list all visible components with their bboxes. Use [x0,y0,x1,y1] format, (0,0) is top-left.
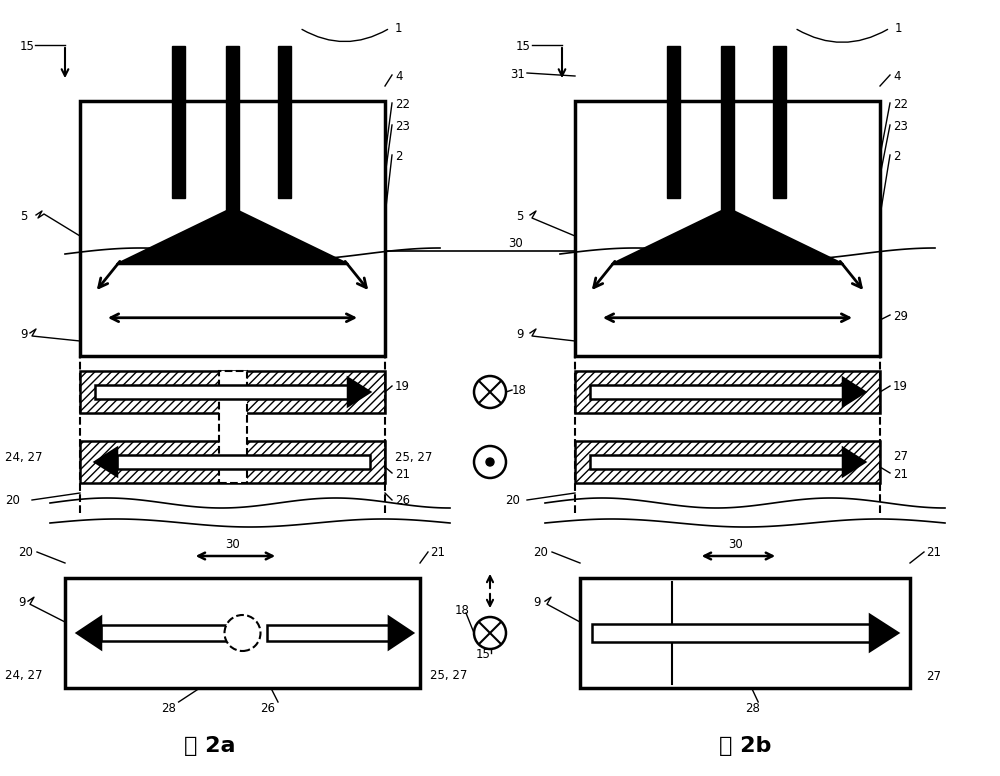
Circle shape [224,615,260,651]
Polygon shape [117,208,348,264]
Text: 2: 2 [893,150,900,162]
Text: 23: 23 [395,120,410,133]
Bar [575,441,880,483]
Text: 22: 22 [893,98,908,110]
Polygon shape [348,378,370,406]
Polygon shape [843,378,865,406]
Text: 30: 30 [728,538,743,550]
Text: 15: 15 [516,40,531,53]
Bar [95,385,348,399]
Text: 21: 21 [395,467,410,480]
Text: 15: 15 [20,40,35,53]
Text: 21: 21 [430,546,445,559]
Polygon shape [870,615,898,651]
Text: 26: 26 [260,702,275,715]
Text: 27: 27 [893,451,908,463]
Bar [580,578,910,688]
Circle shape [474,617,506,649]
Text: 19: 19 [893,380,908,393]
Bar [80,441,385,483]
Text: 28: 28 [745,702,760,715]
Text: 22: 22 [395,98,410,110]
Text: 30: 30 [508,237,523,250]
Text: 图 2b: 图 2b [719,736,771,756]
Bar [666,46,680,198]
Text: 20: 20 [18,546,33,559]
Bar [278,46,291,198]
Text: 20: 20 [533,546,548,559]
Text: 26: 26 [395,494,410,508]
Bar [80,371,385,413]
Bar [172,46,184,198]
Text: 5: 5 [516,210,523,223]
Polygon shape [843,448,865,476]
Text: 20: 20 [505,494,520,508]
Text: 15: 15 [476,649,491,661]
Text: 18: 18 [512,383,527,397]
Polygon shape [95,448,117,476]
Text: 29: 29 [893,310,908,323]
Text: 9: 9 [516,327,524,341]
Text: 21: 21 [926,546,941,559]
Polygon shape [612,208,843,264]
Text: 9: 9 [533,596,540,608]
Text: 28: 28 [161,702,176,715]
Bar [590,455,843,469]
Text: 21: 21 [893,467,908,480]
Text: 19: 19 [395,380,410,393]
Bar [575,101,880,356]
Text: 24, 27: 24, 27 [5,451,42,463]
Text: 31: 31 [510,68,525,81]
Bar [773,46,786,198]
Bar [592,624,870,642]
Bar [590,385,843,399]
Text: 9: 9 [20,327,28,341]
Circle shape [486,458,494,466]
Text: 1: 1 [895,22,902,34]
Polygon shape [389,617,413,649]
Bar [65,578,420,688]
Bar [226,46,239,223]
Text: 1: 1 [395,22,402,34]
Bar [80,101,385,356]
Text: 20: 20 [5,494,20,508]
Bar [117,455,370,469]
Text: 23: 23 [893,120,908,133]
Circle shape [474,446,506,478]
Text: 2: 2 [395,150,402,162]
Bar [101,625,230,641]
Bar [721,46,734,223]
Text: 4: 4 [395,70,402,82]
Text: 4: 4 [893,70,900,82]
Bar [218,371,246,483]
Circle shape [474,376,506,408]
Text: 9: 9 [18,596,26,608]
Text: 24, 27: 24, 27 [5,670,42,683]
Text: 25, 27: 25, 27 [395,451,432,463]
Text: 5: 5 [20,210,27,223]
Bar [267,625,389,641]
Bar [575,371,880,413]
Text: 25, 27: 25, 27 [430,670,467,683]
Text: 27: 27 [926,670,941,683]
Text: 18: 18 [455,605,470,618]
Text: 30: 30 [225,538,240,550]
Text: 图 2a: 图 2a [184,736,236,756]
Polygon shape [77,617,101,649]
